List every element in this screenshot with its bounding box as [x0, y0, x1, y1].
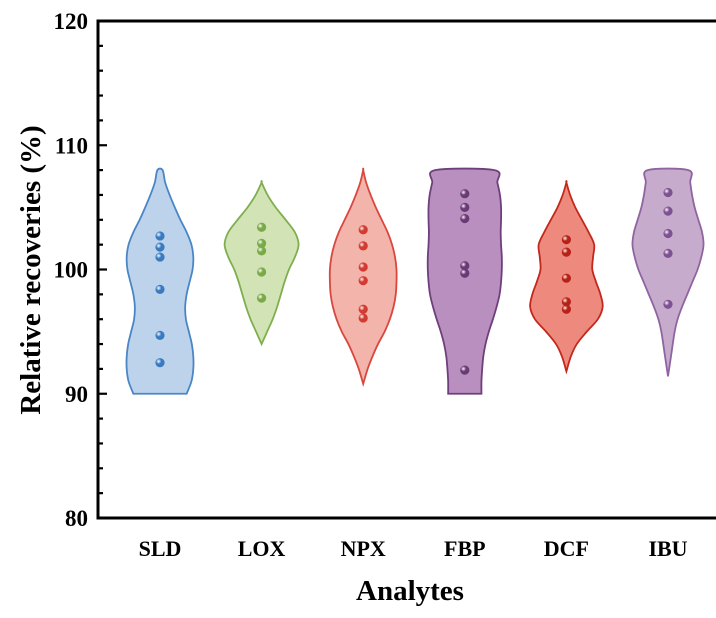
data-point-lox — [257, 223, 266, 232]
y-tick-label: 80 — [65, 506, 88, 531]
data-point-ibu — [663, 207, 672, 216]
data-point-dcf — [562, 297, 571, 306]
violin-fbp — [428, 169, 502, 394]
data-point-lox — [257, 293, 266, 302]
violin-lox — [225, 181, 299, 344]
data-point-sld — [155, 252, 164, 261]
data-point-sld — [155, 243, 164, 252]
x-axis-title: Analytes — [356, 575, 464, 607]
data-point-ibu — [663, 300, 672, 309]
data-point-sld — [155, 285, 164, 294]
y-tick-label: 100 — [54, 258, 89, 283]
data-point-npx — [359, 225, 368, 234]
data-point-dcf — [562, 248, 571, 257]
data-point-npx — [359, 276, 368, 285]
data-point-fbp — [460, 189, 469, 198]
violin-ibu — [632, 169, 703, 377]
y-tick-label: 90 — [65, 382, 88, 407]
data-point-npx — [359, 241, 368, 250]
data-point-ibu — [663, 249, 672, 258]
y-axis-title: Relative recoveries (%) — [15, 125, 47, 414]
data-point-fbp — [460, 366, 469, 375]
data-point-sld — [155, 331, 164, 340]
x-tick-label-fbp: FBP — [444, 536, 486, 561]
x-tick-label-npx: NPX — [341, 536, 386, 561]
violin-layer — [126, 169, 703, 394]
data-point-fbp — [460, 203, 469, 212]
y-tick-label: 110 — [55, 133, 88, 158]
data-point-ibu — [663, 229, 672, 238]
data-point-fbp — [460, 261, 469, 270]
data-point-lox — [257, 239, 266, 248]
x-tick-label-dcf: DCF — [544, 536, 589, 561]
data-point-dcf — [562, 235, 571, 244]
data-point-sld — [155, 358, 164, 367]
data-point-fbp — [460, 214, 469, 223]
data-point-npx — [359, 313, 368, 322]
data-point-lox — [257, 267, 266, 276]
x-tick-label-sld: SLD — [139, 536, 182, 561]
data-point-dcf — [562, 274, 571, 283]
data-point-npx — [359, 262, 368, 271]
x-tick-label-ibu: IBU — [648, 536, 687, 561]
data-point-sld — [155, 231, 164, 240]
data-point-ibu — [663, 188, 672, 197]
data-point-npx — [359, 305, 368, 314]
y-tick-label: 120 — [54, 9, 89, 34]
x-tick-label-lox: LOX — [238, 536, 286, 561]
